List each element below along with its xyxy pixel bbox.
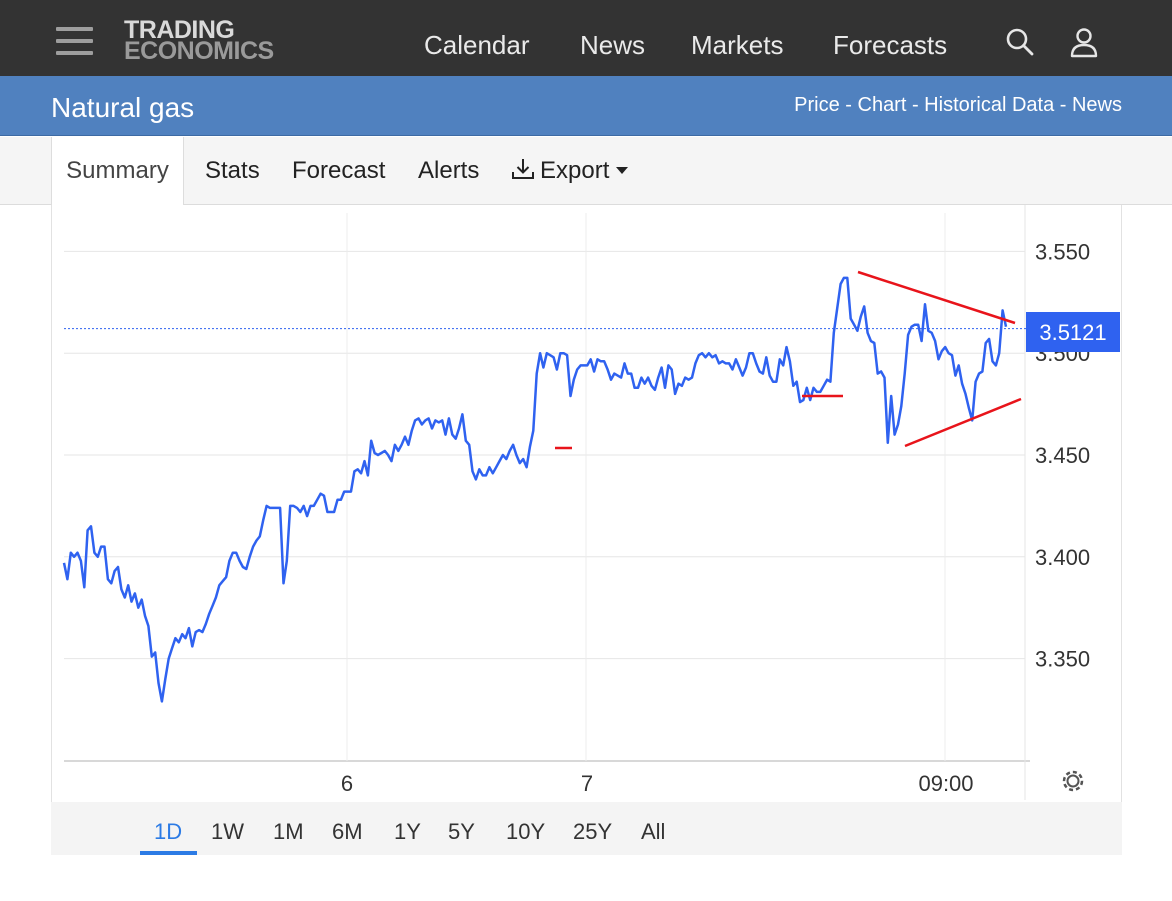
range-5y[interactable]: 5Y <box>448 819 475 844</box>
range-1m[interactable]: 1M <box>273 819 304 844</box>
tab-export-label: Export <box>540 157 610 184</box>
logo-line-1: TRADING <box>124 16 235 44</box>
search-icon[interactable] <box>1004 26 1036 58</box>
range-1w[interactable]: 1W <box>211 819 244 844</box>
menu-icon[interactable] <box>56 27 93 55</box>
sub-header-bar <box>0 76 1172 136</box>
download-icon <box>512 159 534 179</box>
nav-forecasts[interactable]: Forecasts <box>833 30 948 60</box>
caret-down-icon <box>616 167 629 174</box>
user-icon[interactable] <box>1068 26 1100 58</box>
range-1d[interactable]: 1D <box>154 819 183 844</box>
page-title: Natural gas <box>51 92 195 123</box>
nav-markets[interactable]: Markets <box>691 30 784 60</box>
range-10y[interactable]: 10Y <box>506 819 546 844</box>
range-6m[interactable]: 6M <box>332 819 363 844</box>
range-selector: 1D 1W 1M 6M 1Y 5Y 10Y 25Y All <box>51 802 1122 855</box>
tabs-row: Summary Stats Forecast Alerts Export <box>0 137 1172 206</box>
top-navigation-bar: TRADING ECONOMICS Calendar News Markets … <box>0 0 1172 76</box>
tab-alerts[interactable]: Alerts <box>418 157 480 184</box>
tab-export[interactable]: Export <box>510 137 629 205</box>
nav-news[interactable]: News <box>580 30 646 60</box>
chart-container <box>51 205 1122 855</box>
range-all[interactable]: All <box>641 819 666 844</box>
logo-line-2: ECONOMICS <box>124 37 274 65</box>
tab-summary[interactable]: Summary <box>51 137 184 206</box>
tab-forecast[interactable]: Forecast <box>292 157 386 184</box>
range-25y[interactable]: 25Y <box>573 819 613 844</box>
tab-stats[interactable]: Stats <box>205 157 260 184</box>
site-logo[interactable]: TRADING ECONOMICS <box>124 16 274 65</box>
range-1y[interactable]: 1Y <box>394 819 421 844</box>
nav-calendar[interactable]: Calendar <box>424 30 530 60</box>
sub-header-links[interactable]: Price - Chart - Historical Data - News <box>794 94 1122 116</box>
active-range-underline <box>140 851 197 855</box>
